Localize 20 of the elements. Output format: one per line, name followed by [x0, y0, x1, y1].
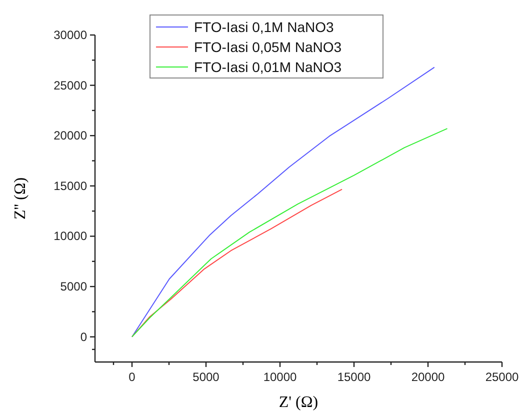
line-series	[132, 128, 448, 338]
y-tick-label: 30000	[54, 28, 88, 42]
x-tick-label: 25000	[485, 370, 520, 384]
legend-label: FTO-Iasi 0,1M NaNO3	[194, 19, 334, 35]
legend-label: FTO-Iasi 0,05M NaNO3	[194, 39, 342, 55]
legend-label: FTO-Iasi 0,01M NaNO3	[194, 59, 342, 75]
y-tick-label: 15000	[54, 178, 88, 193]
x-tick-label: 15000	[337, 370, 372, 384]
y-tick-label: 10000	[54, 229, 88, 244]
x-tick-label: 20000	[411, 370, 446, 384]
y-tick-label: 0	[80, 330, 88, 344]
y-axis-title: Z'' (Ω)	[12, 177, 29, 220]
y-tick-label: 25000	[54, 78, 88, 92]
line-series	[132, 188, 343, 338]
x-tick-label: 5000	[192, 370, 220, 384]
y-tick-label: 20000	[54, 128, 88, 143]
x-tick-label: 10000	[263, 370, 298, 384]
y-tick-label: 5000	[60, 280, 88, 294]
x-axis-title: Z' (Ω)	[278, 394, 318, 411]
x-tick-label: 0	[128, 370, 136, 384]
